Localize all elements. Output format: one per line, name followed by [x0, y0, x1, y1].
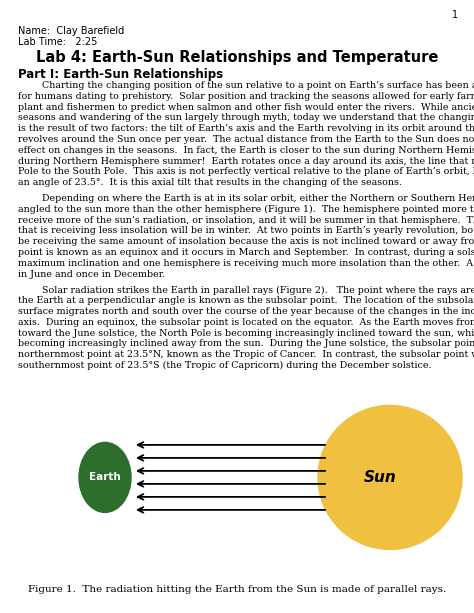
Text: point is known as an equinox and it occurs in March and September.  In contrast,: point is known as an equinox and it occu… — [18, 248, 474, 257]
Text: revolves around the Sun once per year.  The actual distance from the Earth to th: revolves around the Sun once per year. T… — [18, 135, 474, 144]
Text: an angle of 23.5°.  It is this axial tilt that results in the changing of the se: an angle of 23.5°. It is this axial tilt… — [18, 178, 402, 187]
Text: Solar radiation strikes the Earth in parallel rays (Figure 2).   The point where: Solar radiation strikes the Earth in par… — [18, 286, 474, 294]
Text: Figure 1.  The radiation hitting the Earth from the Sun is made of parallel rays: Figure 1. The radiation hitting the Eart… — [28, 585, 446, 594]
Text: Earth: Earth — [89, 473, 121, 482]
Text: effect on changes in the seasons.  In fact, the Earth is closer to the sun durin: effect on changes in the seasons. In fac… — [18, 146, 474, 155]
Text: Charting the changing position of the sun relative to a point on Earth’s surface: Charting the changing position of the su… — [18, 81, 474, 90]
Circle shape — [318, 405, 462, 549]
Text: Lab 4: Earth-Sun Relationships and Temperature: Lab 4: Earth-Sun Relationships and Tempe… — [36, 50, 438, 65]
Text: that is receiving less insolation will be in winter.  At two points in Earth’s y: that is receiving less insolation will b… — [18, 226, 474, 235]
Text: is the result of two factors: the tilt of Earth’s axis and the Earth revolving i: is the result of two factors: the tilt o… — [18, 124, 474, 133]
Text: maximum inclination and one hemisphere is receiving much more insolation than th: maximum inclination and one hemisphere i… — [18, 259, 474, 268]
Text: surface migrates north and south over the course of the year because of the chan: surface migrates north and south over th… — [18, 307, 474, 316]
Text: Part I: Earth-Sun Relationships: Part I: Earth-Sun Relationships — [18, 68, 223, 81]
Text: northernmost point at 23.5°N, known as the Tropic of Cancer.  In contrast, the s: northernmost point at 23.5°N, known as t… — [18, 350, 474, 359]
Text: plant and fishermen to predict when salmon and other fish would enter the rivers: plant and fishermen to predict when salm… — [18, 102, 474, 112]
Text: in June and once in December.: in June and once in December. — [18, 270, 165, 278]
Text: axis.  During an equinox, the subsolar point is located on the equator.  As the : axis. During an equinox, the subsolar po… — [18, 318, 474, 327]
Text: becoming increasingly inclined away from the sun.  During the June solstice, the: becoming increasingly inclined away from… — [18, 340, 474, 348]
Text: for humans dating to prehistory.  Solar position and tracking the seasons allowe: for humans dating to prehistory. Solar p… — [18, 92, 474, 101]
Text: the Earth at a perpendicular angle is known as the subsolar point.  The location: the Earth at a perpendicular angle is kn… — [18, 296, 474, 305]
Text: toward the June solstice, the North Pole is becoming increasingly inclined towar: toward the June solstice, the North Pole… — [18, 329, 474, 338]
Text: southernmost point of 23.5°S (the Tropic of Capricorn) during the December solst: southernmost point of 23.5°S (the Tropic… — [18, 361, 431, 370]
Text: be receiving the same amount of insolation because the axis is not inclined towa: be receiving the same amount of insolati… — [18, 237, 474, 246]
Text: during Northern Hemisphere summer!  Earth rotates once a day around its axis, th: during Northern Hemisphere summer! Earth… — [18, 156, 474, 166]
Ellipse shape — [79, 443, 131, 512]
Text: Sun: Sun — [364, 470, 396, 485]
Text: Lab Time:   2:25: Lab Time: 2:25 — [18, 37, 97, 47]
Text: receive more of the sun’s radiation, or insolation, and it will be summer in tha: receive more of the sun’s radiation, or … — [18, 216, 474, 224]
Text: seasons and wandering of the sun largely through myth, today we understand that : seasons and wandering of the sun largely… — [18, 113, 474, 123]
Text: Depending on where the Earth is at in its solar orbit, either the Northern or So: Depending on where the Earth is at in it… — [18, 194, 474, 203]
Text: Name:  Clay Barefield: Name: Clay Barefield — [18, 26, 124, 36]
Text: angled to the sun more than the other hemisphere (Figure 1).  The hemisphere poi: angled to the sun more than the other he… — [18, 205, 474, 214]
Text: Pole to the South Pole.  This axis is not perfectly vertical relative to the pla: Pole to the South Pole. This axis is not… — [18, 167, 474, 177]
Text: 1: 1 — [452, 10, 458, 20]
